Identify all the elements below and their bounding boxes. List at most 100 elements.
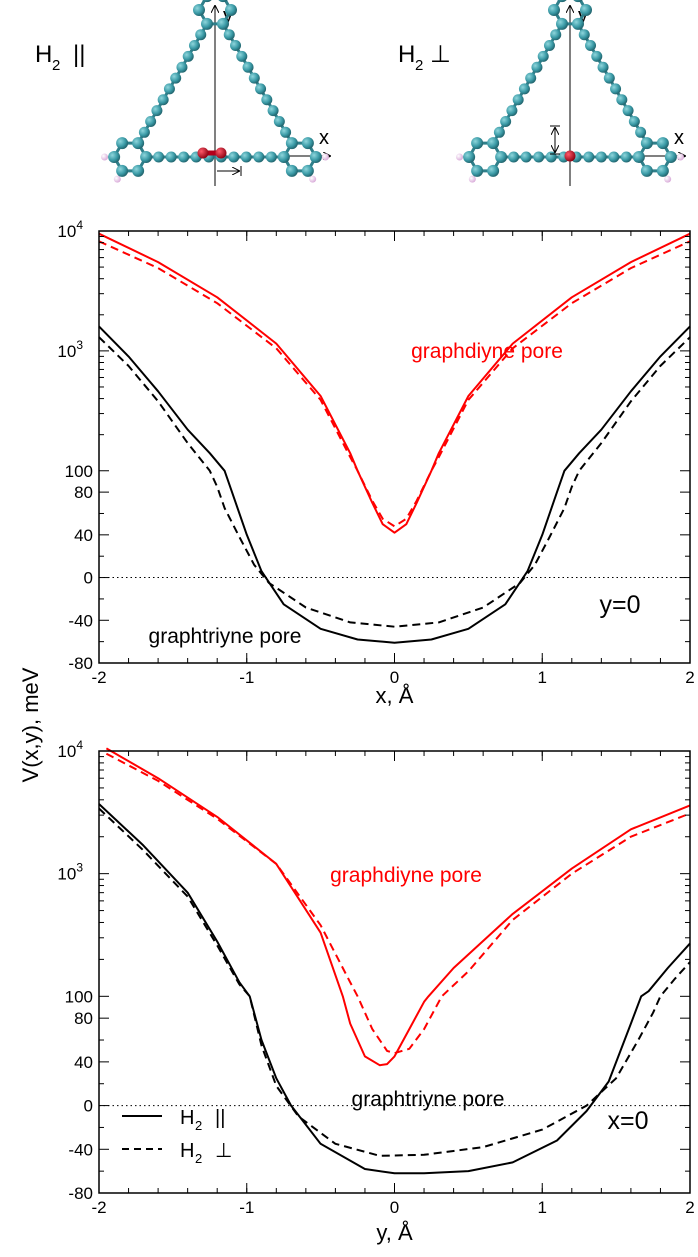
hydrogen-atom [113, 175, 121, 183]
carbon-atom [508, 151, 520, 163]
y-tick-label: 0 [84, 1097, 93, 1116]
y-tick-label: 40 [74, 526, 93, 545]
y-tick-label: -40 [68, 1140, 93, 1159]
hydrogen-atom [664, 175, 672, 183]
x-tick-label: -2 [91, 668, 106, 687]
series-line [98, 232, 691, 534]
hydrogen-atom [468, 175, 476, 183]
carbon-atom [616, 94, 628, 106]
carbon-atom [640, 164, 653, 177]
x-tick-label: 0 [390, 1198, 399, 1217]
carbon-atom [548, 4, 560, 16]
carbon-atom [138, 126, 150, 138]
carbon-atom [585, 40, 597, 52]
carbon-atom [178, 151, 190, 163]
x-axis-title: y, Å [376, 1220, 413, 1245]
carbon-atom [301, 164, 314, 177]
legend-label-sub: 2 [195, 1151, 202, 1166]
hydrogen-atom [101, 153, 109, 161]
carbon-atom [550, 29, 562, 41]
carbon-atom [285, 137, 298, 150]
carbon-atom [556, 17, 568, 30]
carbon-atom [108, 151, 121, 163]
x-tick-label: 0 [390, 668, 399, 687]
carbon-atom [578, 29, 590, 41]
chart-panel-x0: -2 -1 0 1 2 -80 -40 0 40 80 100 103 104 graphdiyne po… [57, 738, 694, 1245]
h2-molecule [197, 147, 227, 159]
panel-label: y=0 [599, 591, 640, 619]
carbon-atom [506, 105, 518, 117]
x-axis-label: x [674, 127, 684, 149]
carbon-atom [620, 151, 632, 163]
carbon-atom [495, 151, 508, 163]
carbon-atom [236, 50, 248, 62]
y-tick-label: 104 [57, 218, 83, 241]
x-tick-label: 1 [538, 1198, 547, 1217]
y-tick-label: 103 [57, 338, 83, 361]
y-tick-label: -40 [68, 611, 93, 630]
carbon-atom [518, 83, 530, 95]
carbon-atom [116, 137, 129, 150]
carbon-atom [471, 164, 484, 177]
molecule-label-main: H [398, 41, 415, 68]
carbon-atom [471, 137, 484, 150]
carbon-atom [487, 137, 500, 150]
carbon-atom [223, 29, 235, 41]
y-tick-label: -80 [68, 1184, 93, 1203]
carbon-atom [608, 151, 620, 163]
pore-annotation: graphtriyne pore [149, 625, 302, 648]
carbon-atom [170, 72, 182, 84]
hydrogen-atom [676, 153, 684, 161]
carbon-atom [520, 151, 532, 163]
carbon-atom [603, 72, 615, 84]
carbon-atom [537, 50, 549, 62]
carbon-atom [597, 61, 609, 73]
y-axis-title: V(x,y), meV [18, 667, 43, 782]
carbon-atom [543, 40, 555, 52]
carbon-atom [572, 17, 584, 30]
hydrogen-atom [456, 153, 464, 161]
legend-label-symbol: || [215, 1107, 225, 1129]
carbon-atom [195, 29, 207, 41]
x-tick-label: -1 [239, 668, 254, 687]
chart-panel-y0: -2 -1 0 1 2 -80 -40 0 40 80 100 103 104 graphdiyne po… [57, 218, 694, 708]
y-tick-label: 0 [84, 569, 93, 588]
y-tick-label: 103 [57, 861, 83, 884]
carbon-atom [309, 151, 322, 163]
carbon-atom [140, 151, 153, 163]
carbon-atom [463, 151, 476, 163]
carbon-atom [580, 4, 592, 16]
carbon-atom [228, 151, 240, 163]
carbon-atom [253, 151, 265, 163]
x-tick-label: 1 [538, 668, 547, 687]
carbon-atom [632, 151, 645, 163]
carbon-atom [664, 151, 677, 163]
y-tick-label: 80 [74, 1009, 93, 1028]
carbon-atom [145, 115, 157, 127]
pore-annotation: graphdiyne pore [330, 864, 482, 887]
carbon-atom [533, 151, 545, 163]
pore-annotation: graphdiyne pore [411, 340, 563, 363]
series-line [98, 336, 691, 628]
carbon-atom [153, 151, 165, 163]
carbon-atom [512, 94, 524, 106]
carbon-atom [265, 151, 277, 163]
molecule-parallel: H 2 || y x [35, 0, 330, 186]
carbon-atom [500, 115, 512, 127]
carbon-atom [610, 83, 622, 95]
carbon-atom [531, 61, 543, 73]
carbon-atom [242, 61, 254, 73]
carbon-atom [622, 105, 634, 117]
carbon-atom [151, 105, 163, 117]
y-tick-label: 40 [74, 1053, 93, 1072]
panel-label: x=0 [607, 1107, 648, 1135]
carbon-atom [201, 17, 213, 30]
series-line [98, 807, 691, 1157]
molecule-label-symbol: || [73, 41, 85, 68]
carbon-atom [301, 137, 314, 150]
carbon-atom [163, 83, 175, 95]
x-tick-label: -1 [239, 1198, 254, 1217]
y-tick-label: 80 [74, 483, 93, 502]
carbon-atom [656, 164, 669, 177]
